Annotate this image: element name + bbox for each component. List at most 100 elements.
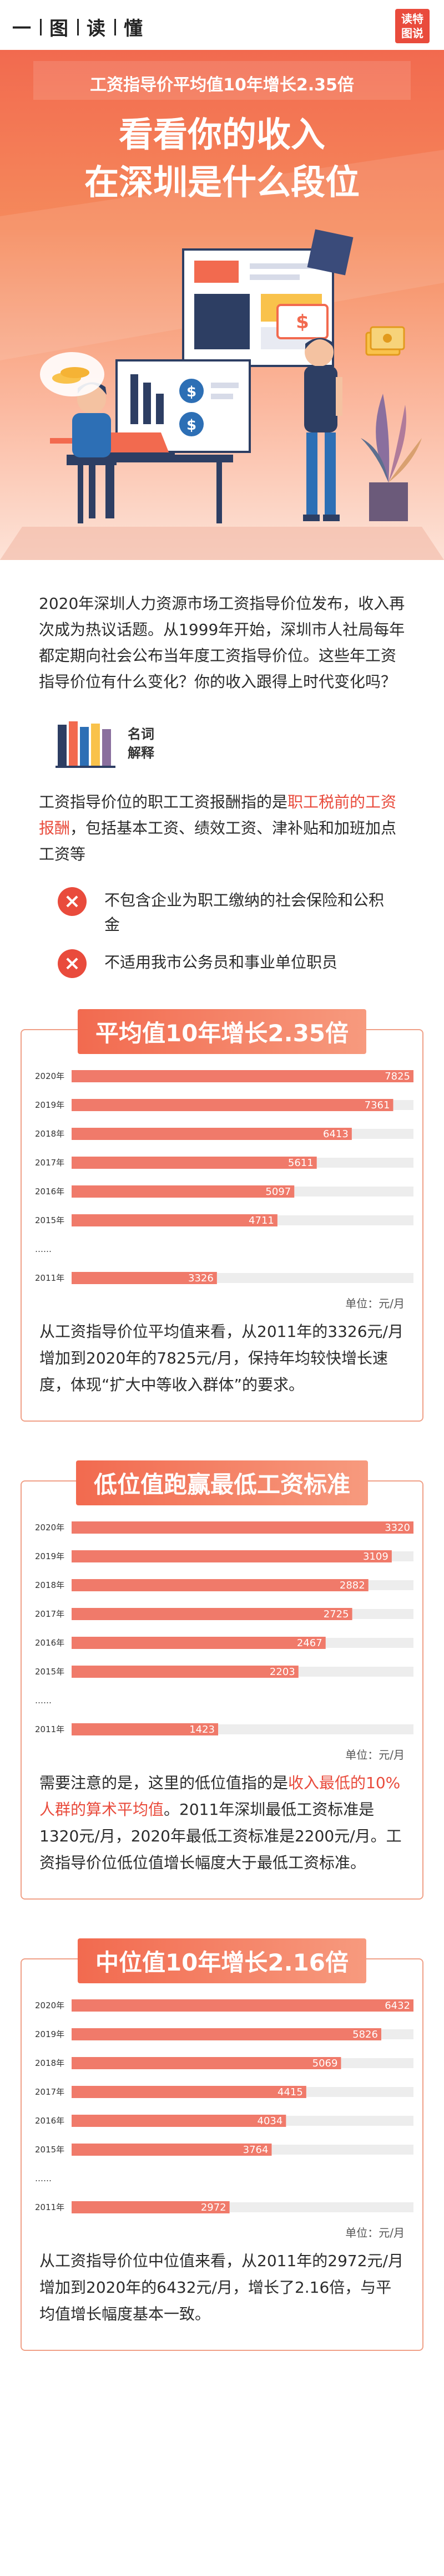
category-label: …… — [35, 1696, 52, 1706]
category-label: 2020年 — [35, 1071, 64, 1081]
term-highlight: 职工税前的工资报酬 — [39, 793, 397, 837]
svg-text:$: $ — [186, 384, 196, 400]
bar — [72, 1214, 278, 1226]
bar — [72, 2057, 341, 2069]
books-icon — [56, 721, 115, 768]
standing-person-icon — [303, 338, 342, 521]
value-label: 5826 — [352, 2029, 378, 2040]
term-label-line: 解释 — [128, 745, 154, 761]
value-label: 1423 — [189, 1724, 215, 1735]
chart-title: 平均值10年增长2.35倍 — [77, 1009, 367, 1054]
term-explanation-header: 名词 解释 — [56, 719, 444, 769]
value-label: 4711 — [249, 1215, 274, 1226]
category-label: 2011年 — [35, 1724, 64, 1734]
brand-char: 读 — [87, 18, 107, 40]
bar — [72, 1128, 352, 1140]
chart-caption: 从工资指导价位中位值来看，从2011年的2972元/月增加到2020年的6432… — [39, 2252, 403, 2323]
category-label: …… — [35, 2173, 52, 2183]
term-text: 工资指导价位的职工工资报酬指的是 — [39, 793, 288, 811]
bar — [72, 1157, 317, 1169]
value-label: 3109 — [363, 1551, 389, 1562]
chart-card-low: 低位值跑赢最低工资标准 2020年 3320 2019年 3109 2018年 2882 2… — [21, 1460, 423, 1900]
exclusion-text: 不适用我市公务员和事业单位职员 — [104, 953, 338, 971]
svg-text:$: $ — [186, 417, 196, 434]
term-label-line: 名词 — [128, 726, 154, 742]
bar — [72, 1723, 219, 1735]
value-label: 2467 — [297, 1637, 322, 1649]
category-label: 2016年 — [35, 1187, 64, 1197]
bar — [72, 1550, 392, 1562]
value-label: 4034 — [258, 2115, 283, 2127]
value-label: 3326 — [188, 1272, 214, 1284]
bar — [72, 2144, 272, 2156]
brand-divider — [114, 18, 116, 35]
value-label: 7361 — [365, 1099, 390, 1111]
brand-divider — [77, 18, 79, 35]
bar — [72, 1099, 393, 1111]
value-label: 2972 — [201, 2202, 226, 2213]
top-bar: 一 图 读 懂 读特 图说 — [0, 0, 444, 50]
category-label: 2017年 — [35, 2087, 64, 2097]
caption-text: 需要注意的是，这里的低位值指的是 — [39, 1774, 289, 1792]
value-label: 2203 — [270, 1666, 295, 1678]
chart-title: 低位值跑赢最低工资标准 — [75, 1460, 369, 1505]
term-definition: 工资指导价位的职工工资报酬指的是职工税前的工资报酬，包括基本工资、绩效工资、津补… — [0, 769, 444, 867]
bar-chart-svg: 2020年 6432 2019年 5826 2018年 5069 2017年 4415 2016… — [35, 1999, 413, 2239]
laptop-icon — [97, 432, 175, 456]
chart-title: 中位值10年增长2.16倍 — [77, 1938, 367, 1983]
category-label: 2011年 — [35, 2202, 64, 2212]
caption-highlight: 收入最低的10%人群的算术平均值 — [39, 1774, 401, 1819]
brand-title: 一 图 读 懂 — [12, 13, 144, 40]
bar-chart: 2020年 3320 2019年 3109 2018年 2882 2017年 2725 2016… — [22, 1482, 422, 1770]
bar — [72, 2086, 306, 2098]
chart-card-median: 中位值10年增长2.16倍 2020年 6432 2019年 5826 2018年 506… — [21, 1938, 423, 2351]
value-label: 7825 — [385, 1071, 410, 1082]
bar — [72, 1272, 217, 1284]
bar — [72, 1185, 295, 1198]
dollar-card-icon: $ — [276, 304, 329, 339]
bar — [72, 1070, 413, 1082]
bar-chart: 2020年 6432 2019年 5826 2018年 5069 2017年 4415 2016… — [22, 1959, 422, 2248]
hero-banner: $ $ $ — [0, 50, 444, 560]
category-label: 2015年 — [35, 1215, 64, 1225]
category-label: …… — [35, 1244, 52, 1254]
category-label: 2020年 — [35, 2000, 64, 2010]
exclusion-item: × 不适用我市公务员和事业单位职员 — [58, 949, 391, 978]
value-label: 4415 — [278, 2086, 303, 2098]
value-label: 3320 — [385, 1522, 410, 1534]
bar — [72, 1637, 326, 1649]
value-label: 3764 — [243, 2144, 269, 2156]
intro-paragraph: 2020年深圳人力资源市场工资指导价位发布，收入再次成为热议话题。从1999年开… — [39, 594, 405, 691]
chart-caption: 需要注意的是，这里的低位值指的是收入最低的10%人群的算术平均值。2011年深圳… — [22, 1770, 422, 1898]
close-icon: × — [58, 887, 87, 916]
bar — [72, 1608, 352, 1620]
category-label: 2019年 — [35, 1100, 64, 1110]
category-label: 2017年 — [35, 1158, 64, 1168]
hero-ribbon — [33, 61, 411, 100]
category-label: 2015年 — [35, 1667, 64, 1677]
category-label: 2016年 — [35, 1638, 64, 1648]
value-label: 6432 — [385, 2000, 410, 2012]
category-label: 2019年 — [35, 2029, 64, 2039]
category-label: 2018年 — [35, 1129, 64, 1139]
chart-caption: 从工资指导价位平均值来看，从2011年的3326元/月增加到2020年的7825… — [39, 1322, 403, 1394]
bar — [72, 2028, 381, 2040]
category-label: 2016年 — [35, 2116, 64, 2126]
hero-illustration: $ $ $ — [0, 150, 444, 560]
value-label: 6413 — [323, 1128, 349, 1140]
category-label: 2017年 — [35, 1609, 64, 1619]
category-label: 2015年 — [35, 2145, 64, 2155]
bar — [72, 1579, 369, 1591]
plant-icon — [361, 394, 422, 521]
unit-label: 单位：元/月 — [345, 2226, 405, 2239]
close-icon: × — [58, 949, 87, 978]
exclusion-item: × 不包含企业为职工缴纳的社会保险和公积金 — [58, 887, 391, 937]
value-label: 5097 — [265, 1186, 291, 1198]
category-label: 2020年 — [35, 1523, 64, 1533]
infographic-page: 一 图 读 懂 读特 图说 — [0, 0, 444, 2351]
brand-divider — [40, 18, 42, 35]
bar-chart: 2020年 7825 2019年 7361 2018年 6413 2017年 5611 2016… — [22, 1030, 422, 1318]
chart-card-average: 平均值10年增长2.35倍 2020年 7825 2019年 7361 2018年 641… — [21, 1009, 423, 1422]
term-text: ，包括基本工资、绩效工资、津补贴和加班加点工资等 — [39, 819, 397, 863]
category-label: 2011年 — [35, 1273, 64, 1283]
